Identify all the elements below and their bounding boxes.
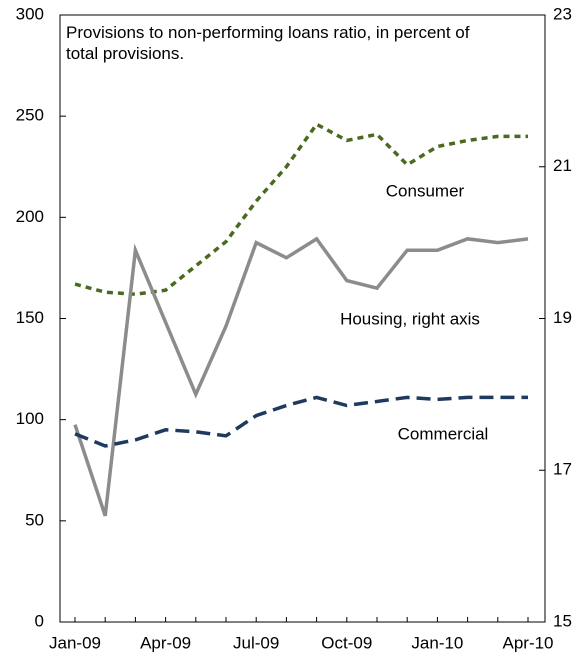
x-tick-label: Jul-09 [233, 633, 279, 652]
x-tick-label: Apr-09 [140, 633, 191, 652]
y-tick-label: 150 [16, 308, 44, 327]
x-tick-label: Apr-10 [502, 633, 553, 652]
series-label: Housing, right axis [340, 309, 480, 328]
y2-tick-label: 17 [553, 460, 572, 479]
y-tick-label: 100 [16, 409, 44, 428]
y-tick-label: 0 [35, 611, 44, 630]
series-line [74, 121, 528, 296]
series-label: Commercial [398, 424, 489, 443]
series-line [73, 236, 529, 517]
series-label: Consumer [386, 181, 465, 200]
y-tick-label: 250 [16, 106, 44, 125]
y2-tick-label: 21 [553, 156, 572, 175]
y2-tick-label: 15 [553, 611, 572, 630]
y-tick-label: 300 [16, 4, 44, 23]
y2-tick-label: 23 [553, 4, 572, 23]
x-tick-label: Jan-09 [49, 633, 101, 652]
y-tick-label: 50 [25, 510, 44, 529]
x-tick-label: Oct-09 [321, 633, 372, 652]
x-tick-label: Jan-10 [411, 633, 463, 652]
chart-title: Provisions to non-performing loans ratio… [66, 23, 470, 63]
y2-tick-label: 19 [553, 308, 572, 327]
y-tick-label: 200 [16, 207, 44, 226]
series-line [74, 395, 528, 448]
